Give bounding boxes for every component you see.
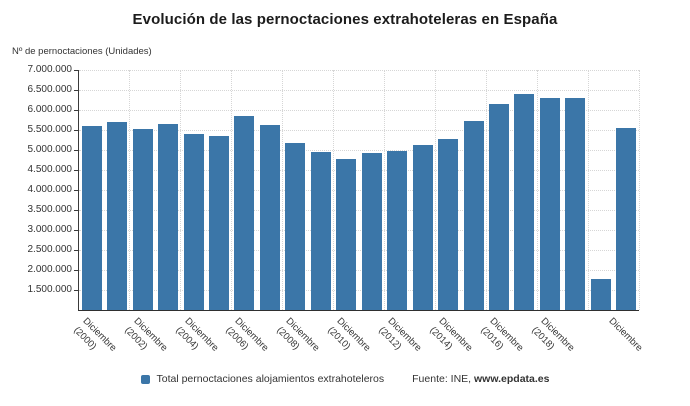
y-axis-tick — [74, 129, 78, 131]
grid-line-h — [79, 89, 639, 91]
bar-2001[interactable] — [107, 122, 128, 310]
y-axis-tick — [74, 189, 78, 191]
y-axis-tick — [74, 289, 78, 291]
y-tick-label: 5.000.000 — [27, 144, 73, 155]
y-tick-label: 6.000.000 — [27, 104, 73, 115]
bar-2020[interactable] — [590, 279, 611, 310]
y-axis-tick — [74, 89, 78, 91]
bar-2005[interactable] — [209, 136, 229, 310]
x-tick-label: Diciembre (2008) — [274, 315, 322, 354]
y-axis-tick — [74, 109, 78, 111]
y-tick-label: 3.000.000 — [27, 224, 73, 235]
bar-2004[interactable] — [183, 134, 204, 310]
y-tick-label: 4.500.000 — [27, 164, 73, 175]
y-tick-label: 6.500.000 — [27, 84, 73, 95]
y-axis-tick — [74, 269, 78, 271]
x-tick-label: Diciembre — [606, 315, 645, 354]
plot-area — [74, 69, 640, 311]
x-tick-label: Diciembre (2006) — [223, 315, 271, 354]
grid-line-h — [79, 109, 639, 111]
grid-line-h — [79, 209, 639, 211]
grid-line-v — [180, 70, 182, 310]
grid-line-h — [79, 69, 639, 71]
grid-line-v — [587, 70, 589, 310]
y-axis-tick — [74, 69, 78, 71]
bar-2014[interactable] — [438, 139, 459, 310]
bar-2009[interactable] — [310, 152, 331, 310]
bar-2016[interactable] — [489, 103, 509, 310]
x-tick-label: Diciembre (2016) — [478, 315, 526, 354]
grid-line-v — [434, 70, 436, 310]
x-tick-label: Diciembre (2004) — [172, 315, 221, 354]
grid-line-v — [231, 70, 233, 310]
grid-line-h — [79, 169, 639, 171]
y-tick-label: 2.000.000 — [27, 264, 73, 275]
grid-line-v — [129, 70, 131, 310]
grid-line-h — [79, 269, 639, 271]
source-site-link[interactable]: www.epdata.es — [474, 373, 550, 385]
x-tick-label: Diciembre (2000) — [71, 315, 119, 354]
bar-2012[interactable] — [387, 151, 408, 310]
legend-swatch-icon — [140, 374, 150, 384]
bar-2019[interactable] — [565, 98, 586, 310]
bar-2017[interactable] — [514, 93, 535, 310]
bar-2015[interactable] — [463, 120, 484, 310]
x-tick-label: Diciembre (2018) — [529, 315, 577, 354]
grid-line-v — [282, 70, 284, 310]
bar-2007[interactable] — [259, 125, 280, 310]
bar-2010[interactable] — [336, 159, 357, 310]
x-tick-label: Diciembre (2012) — [376, 315, 424, 354]
grid-line-h — [79, 229, 639, 231]
bar-2011[interactable] — [361, 152, 382, 310]
x-tick-label: Diciembre (2010) — [325, 315, 373, 354]
grid-line-h — [79, 149, 639, 151]
bar-2013[interactable] — [412, 144, 433, 310]
bar-2002[interactable] — [132, 128, 153, 310]
y-tick-label: 3.500.000 — [27, 204, 73, 215]
x-tick-label: Diciembre (2002) — [121, 315, 170, 354]
y-axis-title: Nº de pernoctaciones (Unidades) — [12, 46, 152, 57]
x-tick-label: Diciembre (2014) — [427, 315, 475, 354]
grid-line-v — [536, 70, 538, 310]
y-tick-label: 7.000.000 — [27, 64, 73, 75]
y-tick-label: 2.500.000 — [27, 244, 73, 255]
bar-2021[interactable] — [616, 127, 637, 310]
chart-title: Evolución de las pernoctaciones extrahot… — [132, 11, 558, 28]
y-axis-tick — [74, 149, 78, 151]
grid-line-v — [383, 70, 385, 310]
legend-series-label: Total pernoctaciones alojamientos extrah… — [156, 373, 385, 385]
legend: Total pernoctaciones alojamientos extrah… — [0, 373, 690, 385]
bar-2008[interactable] — [285, 142, 306, 310]
y-axis-tick — [74, 249, 78, 251]
grid-line-v — [638, 70, 640, 310]
bar-2018[interactable] — [539, 97, 560, 310]
y-axis-tick — [74, 169, 78, 171]
grid-line-h — [79, 189, 639, 191]
grid-line-h — [79, 129, 639, 131]
y-tick-label: 4.000.000 — [27, 184, 73, 195]
grid-line-h — [79, 249, 639, 251]
grid-line-v — [485, 70, 487, 310]
y-tick-label: 1.500.000 — [27, 284, 73, 295]
bar-2003[interactable] — [158, 123, 179, 310]
legend-item-total-pernoctaciones[interactable]: Total pernoctaciones alojamientos extrah… — [140, 373, 385, 385]
y-axis-tick — [74, 229, 78, 231]
grid-line-v — [333, 70, 335, 310]
bar-2006[interactable] — [234, 116, 255, 310]
source-prefix: Fuente: INE, — [412, 373, 475, 385]
bar-2000[interactable] — [81, 126, 102, 310]
y-tick-label: 5.500.000 — [27, 124, 73, 135]
grid-line-h — [79, 289, 639, 291]
y-axis-tick — [74, 209, 78, 211]
source-text: Fuente: INE, www.epdata.es — [412, 373, 549, 385]
